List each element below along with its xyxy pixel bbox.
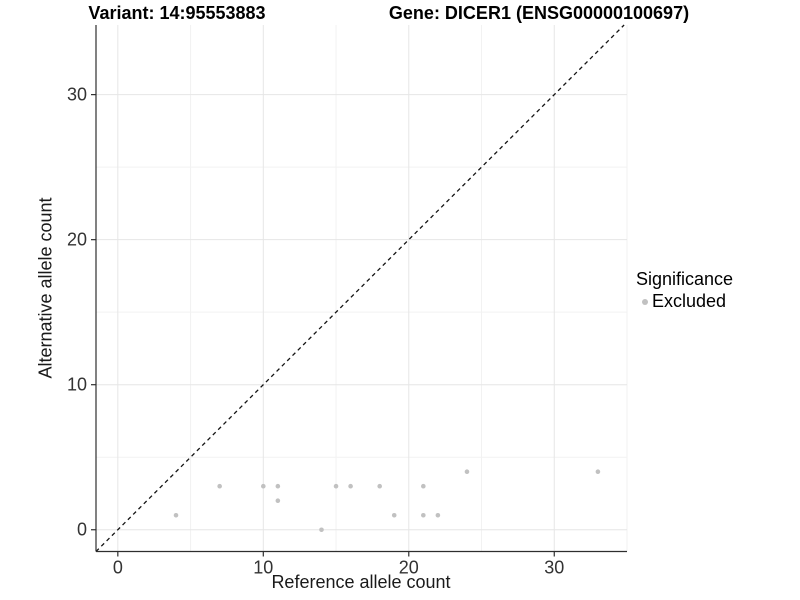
data-point [595, 469, 601, 475]
plot-title-variant: Variant: 14:95553883 [88, 3, 266, 23]
legend-title: Significance [636, 269, 734, 289]
x-tick-label: 20 [399, 558, 419, 578]
data-point [261, 483, 266, 489]
data-point [421, 512, 426, 518]
y-tick-label: 30 [67, 85, 87, 105]
legend: Significance Excluded [636, 269, 733, 312]
plot-title-gene: Gene: DICER1 (ENSG00000100697) [388, 3, 690, 23]
x-tick-label: 30 [544, 558, 564, 578]
y-tick-label: 0 [77, 520, 87, 540]
data-point [275, 498, 281, 504]
data-point [348, 483, 353, 489]
legend-item-label: Excluded [652, 291, 727, 311]
data-point [464, 469, 470, 475]
x-tick-label: 0 [113, 558, 123, 578]
identity-line [95, 24, 625, 552]
data-point [421, 483, 426, 489]
data-point [173, 512, 179, 518]
excluded-point-icon [642, 298, 648, 305]
x-tick-label: 10 [253, 558, 273, 578]
data-point [275, 483, 281, 489]
data-point [319, 527, 324, 533]
y-tick-label: 20 [67, 230, 87, 250]
data-point [333, 483, 339, 489]
legend-item-excluded: Excluded [636, 291, 733, 312]
data-point [377, 483, 382, 489]
data-point [435, 512, 441, 518]
data-point [391, 512, 397, 518]
data-point [217, 483, 222, 489]
x-axis-title: Reference allele count [271, 572, 451, 592]
y-tick-label: 10 [67, 375, 87, 395]
y-axis-title: Alternative allele count [35, 197, 56, 379]
